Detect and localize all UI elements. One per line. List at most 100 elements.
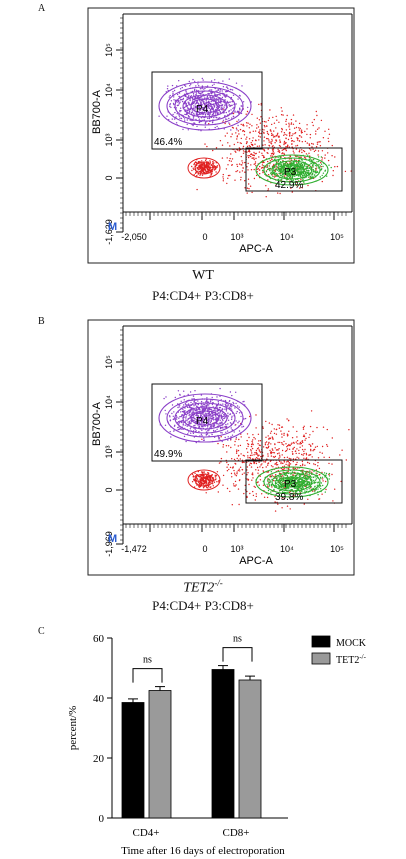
event-dot: [227, 404, 229, 406]
event-dot: [305, 164, 307, 166]
event-dot: [217, 491, 219, 493]
event-dot: [267, 485, 269, 487]
event-dot: [326, 444, 328, 446]
event-dot: [303, 450, 305, 452]
event-dot: [207, 409, 209, 411]
event-dot: [184, 424, 186, 426]
event-dot: [235, 391, 237, 393]
event-dot: [220, 416, 223, 418]
event-dot: [231, 417, 233, 419]
event-dot: [226, 405, 228, 407]
event-dot: [222, 180, 224, 182]
y-tick-label: 10⁴: [104, 83, 114, 97]
event-dot: [213, 83, 215, 85]
event-dot: [164, 424, 167, 426]
y-tick-label: 20: [93, 753, 105, 765]
event-dot: [226, 487, 229, 490]
event-dot: [244, 180, 246, 182]
event-dot: [259, 440, 262, 442]
event-dot: [302, 454, 304, 456]
event-dot: [168, 415, 171, 417]
event-dot: [306, 461, 309, 464]
event-dot: [243, 455, 246, 457]
event-dot: [331, 463, 333, 465]
event-dot: [201, 471, 203, 473]
event-dot: [252, 494, 255, 497]
event-dot: [305, 454, 308, 456]
event-dot: [322, 484, 324, 487]
event-dot: [179, 109, 181, 112]
panel-b-caption-title: TET2-/-: [0, 578, 406, 597]
event-dot: [319, 141, 321, 143]
event-dot: [317, 488, 319, 490]
event-dot: [202, 487, 205, 489]
event-dot: [262, 484, 265, 486]
event-dot: [211, 106, 213, 108]
event-dot: [327, 152, 329, 154]
event-dot: [271, 423, 273, 426]
event-dot: [229, 145, 231, 147]
event-dot: [243, 472, 245, 474]
event-dot: [307, 498, 309, 500]
event-dot: [320, 163, 323, 165]
event-dot: [282, 471, 284, 473]
event-dot: [277, 136, 280, 138]
event-dot: [219, 416, 221, 418]
marker-m: M: [108, 221, 117, 233]
p3-contour: [263, 469, 321, 495]
event-dot: [320, 119, 323, 122]
event-dot: [289, 134, 291, 136]
event-dot: [236, 129, 238, 131]
event-dot: [201, 77, 203, 80]
event-dot: [305, 153, 308, 155]
event-dot: [234, 440, 236, 443]
event-dot: [221, 96, 224, 99]
event-dot: [257, 472, 259, 474]
event-dot: [232, 127, 234, 129]
event-dot: [204, 126, 206, 128]
event-dot: [280, 485, 282, 488]
event-dot: [204, 414, 206, 417]
event-dot: [218, 93, 220, 96]
event-dot: [289, 508, 291, 510]
event-dot: [216, 481, 218, 483]
event-dot: [204, 415, 206, 418]
event-dot: [212, 425, 215, 427]
event-dot: [271, 476, 273, 478]
event-dot: [173, 411, 175, 413]
event-dot: [265, 125, 268, 127]
event-dot: [207, 104, 209, 107]
event-dot: [222, 403, 224, 405]
event-dot: [252, 474, 254, 476]
event-dot: [199, 167, 201, 170]
event-dot: [170, 106, 172, 109]
event-dot: [217, 89, 219, 91]
event-dot: [224, 436, 226, 439]
event-dot: [206, 95, 209, 98]
event-dot: [299, 149, 301, 151]
event-dot: [183, 103, 186, 105]
event-dot: [283, 460, 285, 462]
event-dot: [301, 159, 303, 161]
event-dot: [299, 174, 301, 177]
event-dot: [255, 449, 258, 452]
p4-contour: [190, 410, 220, 426]
event-dot: [194, 428, 196, 430]
event-dot: [320, 482, 323, 484]
event-dot: [231, 434, 234, 436]
event-dot: [320, 488, 322, 490]
event-dot: [259, 444, 261, 447]
event-dot: [207, 415, 210, 417]
event-dot: [278, 460, 281, 462]
event-dot: [309, 475, 311, 477]
event-dot: [262, 171, 264, 174]
event-dot: [201, 408, 203, 410]
event-dot: [322, 480, 324, 482]
event-dot: [222, 446, 224, 448]
event-dot: [201, 163, 203, 165]
event-dot: [265, 121, 267, 123]
gate-p3-box: [245, 459, 343, 504]
event-dot: [293, 495, 295, 497]
event-dot: [288, 491, 291, 494]
event-dot: [341, 449, 343, 451]
